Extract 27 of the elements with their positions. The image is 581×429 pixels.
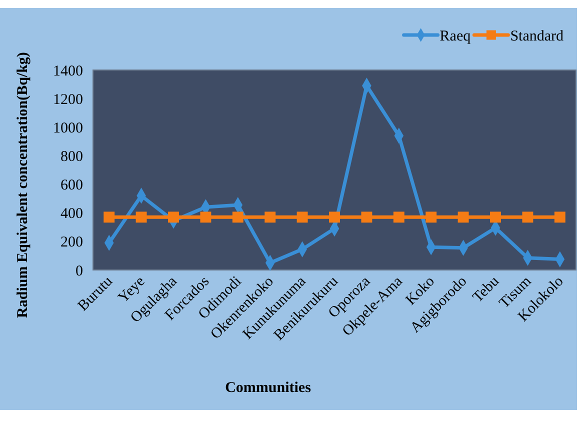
y-tick-label: 400: [60, 206, 83, 222]
point: [104, 212, 115, 223]
y-tick-label: 1400: [53, 63, 83, 80]
y-tick-label: 200: [60, 234, 83, 251]
y-axis-title: Radium Equivalent concentration(Bq/kg): [15, 52, 31, 318]
point: [136, 212, 147, 223]
point: [393, 212, 404, 223]
y-tick-label: 1200: [53, 92, 83, 108]
point: [426, 212, 437, 223]
legend-label: Standard: [510, 28, 564, 44]
point: [168, 212, 179, 223]
point: [361, 212, 372, 223]
point: [490, 212, 501, 223]
point: [554, 212, 566, 223]
point: [264, 212, 276, 223]
y-tick-label: 1000: [53, 120, 83, 136]
y-tick-label: 600: [60, 178, 83, 194]
point: [458, 212, 469, 223]
point: [522, 212, 534, 223]
legend-label: Raeq: [440, 28, 472, 44]
x-axis-title: Communities: [225, 380, 312, 396]
point: [329, 212, 340, 223]
point: [232, 212, 244, 223]
y-tick-label: 800: [60, 148, 83, 165]
point: [200, 212, 212, 223]
point: [296, 212, 308, 223]
y-tick-label: 0: [76, 263, 83, 280]
